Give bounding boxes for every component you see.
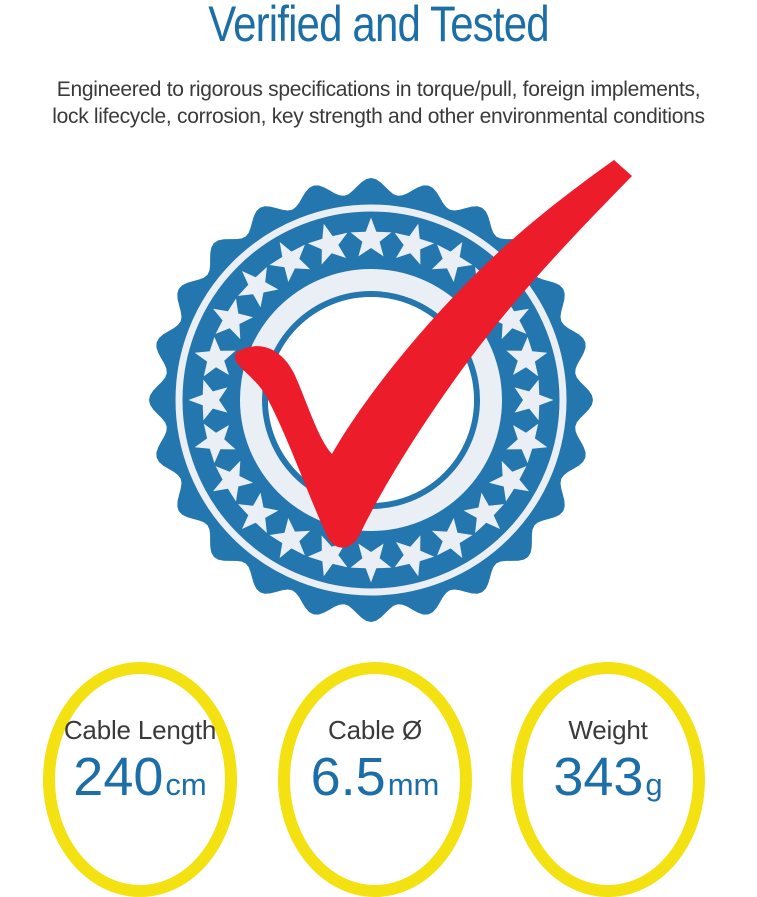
spec-unit: g [645,767,663,802]
spec-unit: mm [387,767,440,802]
spec-value: 240 cm [73,749,206,805]
subtitle-line-2: lock lifecycle, corrosion, key strength … [52,105,705,128]
spec-number: 240 [73,747,164,807]
spec-value: 343 g [553,749,662,805]
spec-circle-cable-length: Cable Length 240 cm [43,662,237,897]
spec-circle-cable-diameter: Cable Ø 6.5 mm [278,662,472,897]
spec-label: Weight [568,715,648,745]
spec-label: Cable Length [63,715,217,745]
spec-value: 6.5 mm [311,749,440,805]
subtitle-line-1: Engineered to rigorous specifications in… [56,78,701,101]
spec-number: 343 [553,747,644,807]
subtitle: Engineered to rigorous specifications in… [0,76,757,130]
spec-unit: cm [165,767,207,802]
spec-circle-weight: Weight 343 g [511,662,705,897]
spec-number: 6.5 [310,747,386,807]
page-title: Verified and Tested [208,0,549,52]
spec-label: Cable Ø [328,715,422,745]
verified-seal-checkmark-icon [149,160,632,622]
